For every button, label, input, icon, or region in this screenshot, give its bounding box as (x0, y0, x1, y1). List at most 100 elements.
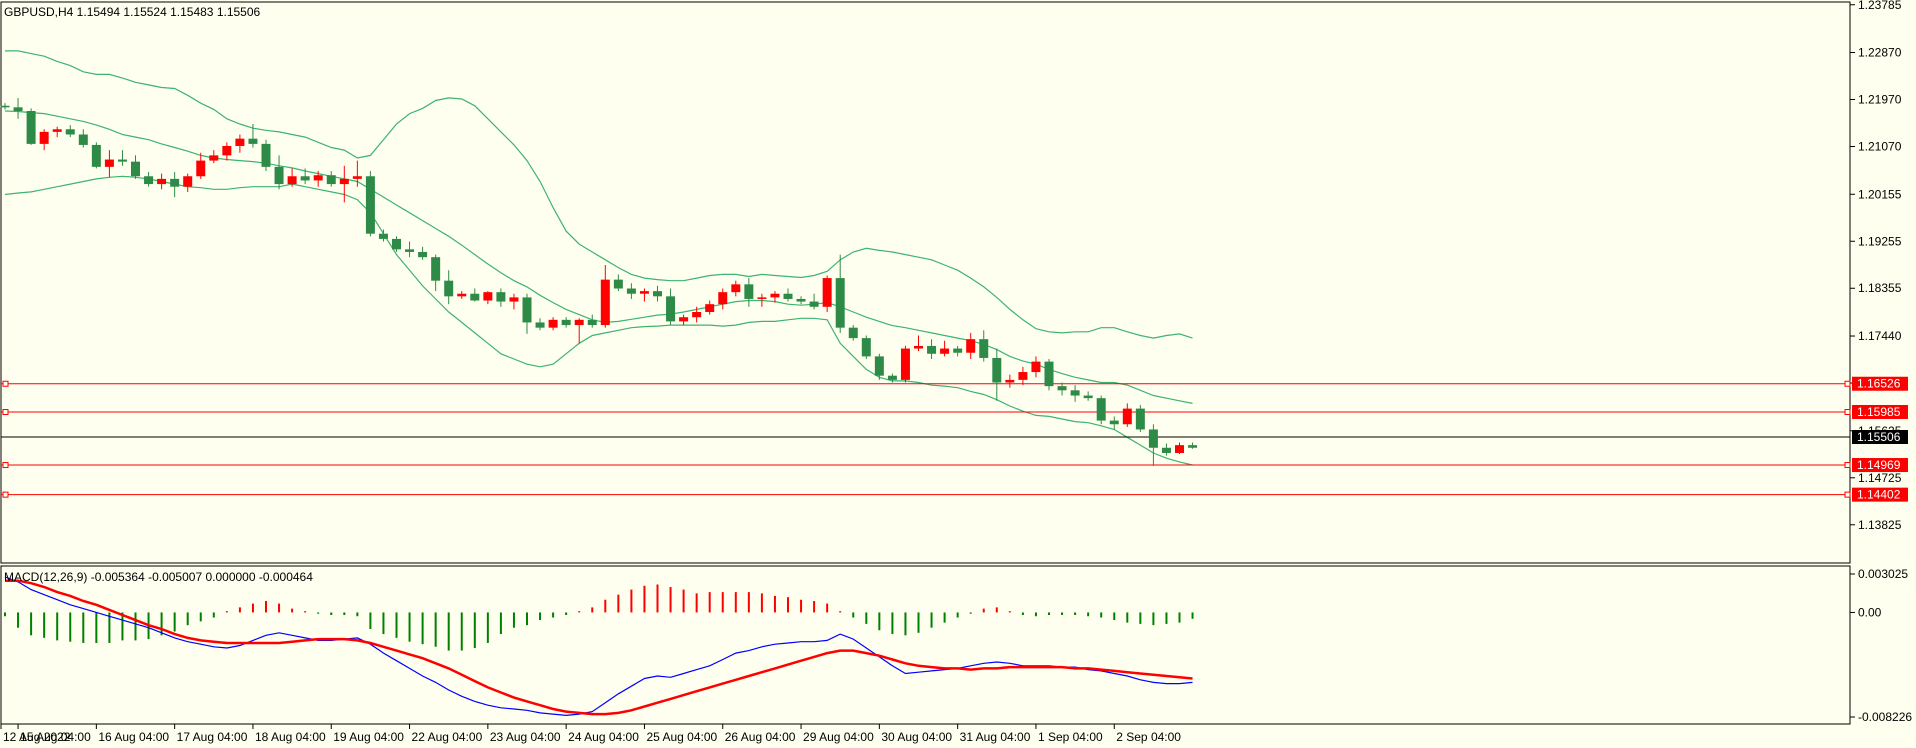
candle-down (496, 292, 506, 302)
macd-line (4, 576, 1193, 717)
price-tick-label: 1.21070 (1858, 139, 1902, 153)
candle-down (392, 238, 401, 250)
macd-tick-label: -0.008226 (1858, 710, 1912, 724)
candle-down (1135, 408, 1145, 430)
candle-down (0, 105, 10, 108)
candle-down (887, 375, 897, 380)
candle-up (548, 319, 558, 328)
level-handle (1844, 408, 1851, 415)
price-tick-label: 1.17440 (1858, 329, 1902, 343)
candle-up (639, 291, 649, 294)
candle-up (1031, 361, 1041, 373)
candle-down (874, 356, 884, 376)
candle-up (679, 317, 689, 322)
macd-tick-label: 0.003025 (1858, 567, 1908, 581)
time-tick-label: 1 Sep 04:00 (1038, 730, 1103, 744)
price-tick-label: 1.22870 (1858, 46, 1902, 60)
candle-up (770, 293, 780, 298)
candle-down (470, 293, 480, 301)
candlesticks (0, 97, 1198, 467)
candle-down (992, 357, 1002, 383)
time-tick-label: 26 Aug 04:00 (725, 730, 796, 744)
macd-tick-label: 0.00 (1858, 605, 1882, 619)
candle-up (757, 297, 767, 299)
candle-down (587, 319, 597, 326)
price-tick-label: 1.23785 (1858, 0, 1902, 12)
candle-up (104, 159, 114, 167)
time-tick-label: 25 Aug 04:00 (646, 730, 717, 744)
candle-down (431, 257, 441, 281)
candle-down (1096, 398, 1106, 421)
candle-down (522, 297, 532, 323)
price-tick-label: 1.18355 (1858, 281, 1902, 295)
candle-down (274, 166, 284, 185)
candle-up (705, 304, 715, 313)
candle-down (1083, 395, 1093, 399)
candle-down (927, 345, 937, 354)
bollinger-middle-line (4, 110, 1193, 404)
candle-down (1109, 420, 1119, 425)
candle-up (940, 348, 950, 354)
level-handle (1844, 380, 1851, 387)
level-handle (1844, 491, 1851, 498)
time-tick-label: 23 Aug 04:00 (490, 730, 561, 744)
candle-down (561, 319, 571, 326)
candle-up (509, 297, 519, 302)
candle-up (483, 292, 493, 301)
price-axis: 1.23785 1.22870 1.21970 1.21070 1.20155 1.192… (1850, 0, 1912, 724)
current-price-label: 1.15506 (1857, 430, 1901, 444)
candle-down (1148, 429, 1158, 448)
time-tick-label: 12 Aug 2022 (3, 730, 71, 744)
candle-up (822, 278, 832, 307)
candle-down (365, 176, 375, 234)
price-tick-label: 1.13825 (1858, 518, 1902, 532)
candle-up (339, 178, 349, 185)
candle-down (626, 288, 636, 294)
candle-down (78, 134, 88, 145)
candle-down (444, 280, 454, 297)
level-handle (2, 462, 9, 469)
level-price-label: 1.15985 (1857, 405, 1901, 419)
bollinger-upper-line (5, 50, 1193, 339)
horizontal-levels (1, 380, 1851, 498)
candle-down (744, 284, 754, 299)
candle-down (535, 322, 545, 328)
time-tick-label: 24 Aug 04:00 (568, 730, 639, 744)
level-handle (2, 408, 9, 415)
candle-down (1188, 445, 1198, 448)
price-tick-label: 1.20155 (1858, 187, 1902, 201)
candle-up (966, 339, 976, 353)
candle-up (1018, 372, 1028, 380)
candle-up (574, 319, 584, 326)
candle-down (91, 144, 101, 167)
candle-up (235, 138, 245, 146)
candle-down (653, 291, 662, 297)
time-tick-label: 17 Aug 04:00 (177, 730, 248, 744)
candle-up (52, 129, 62, 132)
candle-down (13, 107, 23, 111)
candle-down (378, 233, 388, 239)
candle-down (666, 296, 676, 322)
candle-up (731, 284, 741, 293)
price-tick-label: 1.14725 (1858, 471, 1902, 485)
price-tick-label: 1.21970 (1858, 93, 1902, 107)
candle-down (613, 279, 623, 289)
candle-down (809, 301, 819, 307)
price-tick-label: 1.19255 (1858, 234, 1902, 248)
candle-up (1175, 445, 1184, 453)
candle-up (313, 175, 323, 181)
candle-up (1005, 379, 1015, 383)
candle-up (914, 345, 923, 349)
time-tick-label: 18 Aug 04:00 (255, 730, 326, 744)
level-handle (1844, 462, 1851, 469)
candle-down (326, 175, 336, 185)
bollinger-bands (4, 50, 1193, 466)
level-price-label: 1.14402 (1857, 488, 1901, 502)
level-price-tag (1852, 404, 1908, 419)
signal-line (5, 579, 1193, 716)
time-tick-label: 29 Aug 04:00 (803, 730, 874, 744)
candle-up (222, 145, 232, 156)
candle-down (300, 176, 310, 181)
macd-indicator (4, 576, 1194, 717)
